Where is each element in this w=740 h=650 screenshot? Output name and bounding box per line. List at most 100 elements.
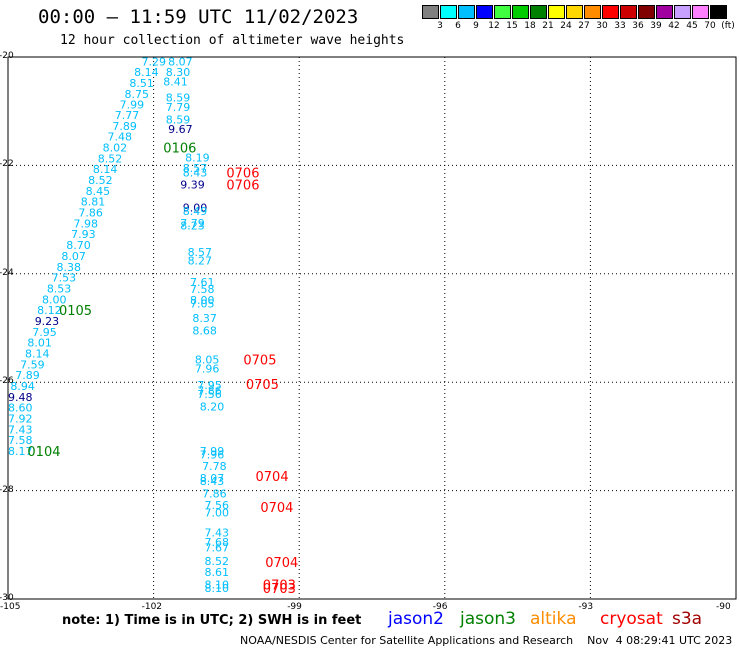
wave-height-label: 8.17 [8,445,33,458]
x-tick-label: -90 [716,602,731,612]
legend-label: 15 [506,21,518,31]
wave-height-label: 7.96 [195,363,220,376]
wave-height-label: 8.27 [188,254,213,267]
wave-height-label: 7.98 [74,217,99,230]
legend-swatch [512,5,529,19]
wave-height-label: 8.57 [183,162,208,175]
wave-height-label: 9.48 [8,391,33,404]
wave-height-label: 7.99 [120,99,145,112]
legend-label: 42 [668,21,680,31]
legend-label: 45 [686,21,698,31]
wave-height-label: 8.07 [200,472,225,485]
wave-height-label: 7.79 [180,217,205,230]
wave-height-label: 8.00 [190,294,215,307]
y-tick-label: -20 [0,51,14,61]
satellite-cryosat: cryosat [600,609,663,629]
wave-height-label: 7.89 [112,120,137,133]
data-points: 7.29 8.078.14 8.308.51 8.418.757.998.597.79… [8,55,298,597]
wave-height-label: 8.81 [81,196,106,209]
pass-time-label: 0104 [27,445,60,460]
wave-height-label: 7.67 [205,542,230,555]
wave-height-label: 8.52 [88,174,113,187]
legend-label: 36 [632,21,644,31]
y-tick-label: -22 [0,159,14,170]
wave-height-label: 8.05 [195,353,220,366]
legend-label: 6 [455,21,461,31]
pass-time-label: 0706 [226,178,259,193]
pass-time-label: 0703 [263,582,296,597]
wave-height-label: 8.00 [42,293,66,306]
legend-swatch [458,5,475,19]
wave-height-label: 7.96 [200,448,225,461]
x-tick-label: -102 [141,602,163,612]
wave-height-label: 8.01 [27,337,52,350]
wave-height-label: 8.60 [8,402,33,415]
wave-height-label: 8.68 [192,325,217,338]
pass-time-label: 0705 [243,353,276,368]
wave-height-label: 7.43 [205,526,230,539]
wave-height-label: 7.78 [202,460,227,473]
x-tick-label: -96 [432,602,448,612]
wave-height-label: 8.07 [168,55,193,68]
y-tick-label: -30 [0,593,14,603]
pass-time-label: 0704 [265,556,298,571]
wave-height-label: 7.56 [197,388,222,401]
wave-height-label: 7.61 [190,276,215,289]
legend-label: 39 [650,21,662,31]
legend-label: (ft) [721,21,735,31]
wave-height-label: 8.59 [166,92,191,105]
wave-height-label: 8.07 [61,250,86,263]
legend-label: 33 [614,21,626,31]
wave-height-label: 8.53 [47,282,72,295]
legend-swatch [692,5,709,19]
wave-height-label: 8.52 [205,555,230,568]
wave-height-label: 7.56 [205,499,230,512]
footer-credit: NOAA/NESDIS Center for Satellite Applica… [240,634,733,647]
satellite-jason3: jason3 [460,609,516,629]
wave-height-label: 7.95 [32,326,57,339]
wave-height-label: 7.86 [202,487,227,500]
legend-label: 24 [560,21,572,31]
wave-height-label: 8.43 [200,475,225,488]
wave-height-label: 9.67 [168,123,193,136]
wave-height-label: 8.12 [37,304,62,317]
pass-time-label: 0703 [263,578,296,593]
wave-height-label: 7.89 [15,369,40,382]
wave-height-label: 9.00 [183,202,208,215]
pass-time-label: 0105 [59,304,92,319]
satellite-jason2: jason2 [388,609,444,629]
wave-height-label: 8.10 [205,582,230,595]
wave-height-label: 9.39 [180,178,205,191]
wave-height-label: 8.30 [166,66,191,79]
wave-height-label: 8.75 [124,88,149,101]
legend-swatch [548,5,565,19]
wave-height-label: 8.14 [93,163,118,176]
satellite-altika: altika [530,609,577,629]
page-subtitle: 12 hour collection of altimeter wave hei… [60,33,405,48]
wave-height-label: 7.53 [52,272,77,285]
wave-height-label: 7.86 [197,384,222,397]
grid-lines [7,56,737,600]
y-tick-label: -24 [0,267,14,278]
legend-swatch [656,5,673,19]
wave-height-label: 8.02 [103,142,128,155]
wave-height-label: 8.37 [192,312,217,325]
pass-time-label: 0704 [256,470,289,485]
wave-height-label: 7.29 [141,55,166,68]
x-tick-label: -93 [578,602,594,612]
wave-height-label: 9.23 [35,315,60,328]
legend-label: 21 [542,21,554,31]
legend-swatch [566,5,583,19]
wave-height-label: 7.58 [190,283,215,296]
legend-swatch [638,5,655,19]
wave-height-label: 7.92 [8,413,33,426]
x-tick-label: -99 [287,602,302,612]
wave-height-label: 8.38 [57,261,82,274]
legend-label: 18 [524,21,536,31]
wave-height-label: 8.41 [163,75,188,88]
wave-height-label: 7.79 [166,101,191,114]
wave-height-label: 8.94 [10,380,35,393]
satellite-s3a: s3a [672,609,703,629]
wave-height-label: 8.14 [25,347,49,360]
